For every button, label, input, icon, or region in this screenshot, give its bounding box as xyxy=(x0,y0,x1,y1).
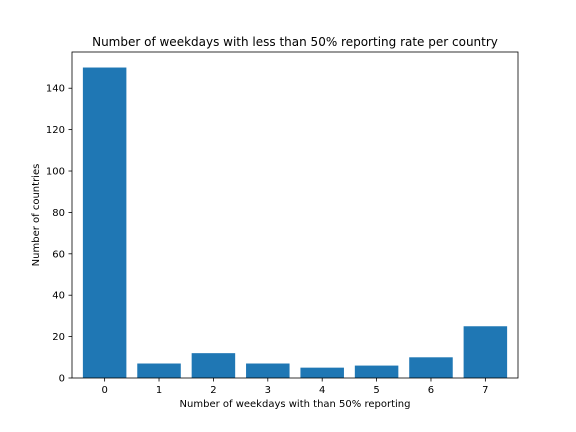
plot-frame xyxy=(71,51,519,379)
y-tick-label: 60 xyxy=(52,249,65,260)
x-axis-ticks: 0 1 2 3 4 5 6 7 xyxy=(101,378,489,396)
bar-3 xyxy=(246,363,290,378)
y-tick-label: 80 xyxy=(52,208,65,219)
bar-0 xyxy=(82,67,127,379)
bar-6 xyxy=(409,357,453,378)
x-tick-label: 4 xyxy=(319,385,325,396)
x-tick-label: 3 xyxy=(265,385,271,396)
bar-1 xyxy=(137,363,181,378)
x-tick-label: 6 xyxy=(428,385,434,396)
x-tick-label: 5 xyxy=(373,385,379,396)
y-tick-label: 140 xyxy=(46,84,65,95)
y-tick-label: 120 xyxy=(46,125,65,136)
y-tick-label: 100 xyxy=(46,167,65,178)
y-tick-label: 20 xyxy=(52,332,65,343)
y-axis-label: Number of countries xyxy=(31,164,42,267)
x-tick-label: 7 xyxy=(482,385,488,396)
bar-2 xyxy=(191,353,236,378)
y-axis-ticks: 0 20 40 60 80 100 120 140 xyxy=(46,84,72,385)
bar-5 xyxy=(354,365,399,378)
chart-title: Number of weekdays with less than 50% re… xyxy=(92,35,498,49)
y-tick-label: 40 xyxy=(52,291,65,302)
y-tick-label: 0 xyxy=(59,374,65,385)
bar-7 xyxy=(463,326,508,378)
x-axis-label: Number of weekdays with than 50% reporti… xyxy=(180,399,411,410)
x-tick-label: 0 xyxy=(101,385,107,396)
bar-4 xyxy=(300,367,344,378)
x-tick-label: 2 xyxy=(210,385,216,396)
x-tick-label: 1 xyxy=(156,385,162,396)
bars-group xyxy=(82,67,508,379)
